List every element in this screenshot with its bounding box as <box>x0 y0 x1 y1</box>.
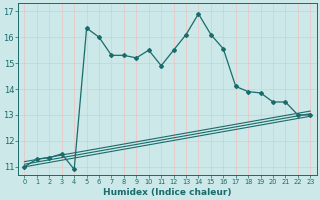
X-axis label: Humidex (Indice chaleur): Humidex (Indice chaleur) <box>103 188 232 197</box>
